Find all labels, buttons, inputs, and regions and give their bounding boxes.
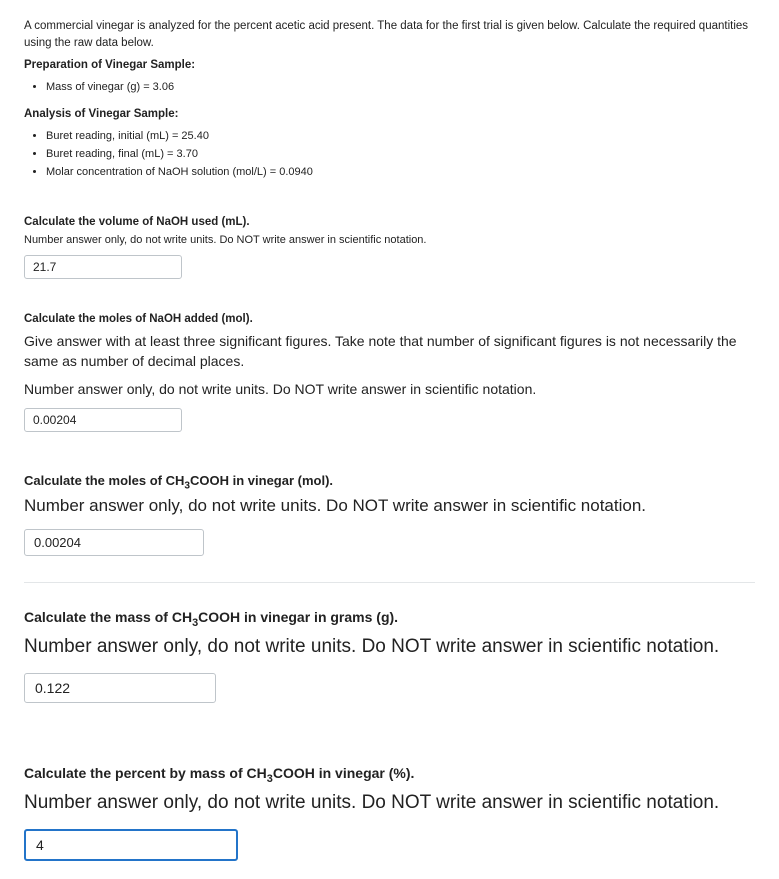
- q2-input[interactable]: [24, 408, 182, 432]
- q4-title-pre: Calculate the mass of CH: [24, 609, 192, 625]
- divider: [24, 582, 755, 583]
- q5-note: Number answer only, do not write units. …: [24, 789, 755, 817]
- analysis-heading: Analysis of Vinegar Sample:: [24, 106, 755, 123]
- q5-title: Calculate the percent by mass of CH3COOH…: [24, 763, 755, 783]
- q2-note2: Number answer only, do not write units. …: [24, 379, 755, 399]
- q3-note: Number answer only, do not write units. …: [24, 494, 755, 519]
- q2-title: Calculate the moles of NaOH added (mol).: [24, 311, 755, 328]
- q4-note: Number answer only, do not write units. …: [24, 633, 755, 661]
- list-item: Buret reading, initial (mL) = 25.40: [46, 129, 755, 145]
- q3-title: Calculate the moles of CH3COOH in vinega…: [24, 472, 755, 491]
- list-item: Molar concentration of NaOH solution (mo…: [46, 165, 755, 181]
- q5-title-pre: Calculate the percent by mass of CH: [24, 765, 267, 781]
- analysis-list: Buret reading, initial (mL) = 25.40 Bure…: [46, 129, 755, 181]
- q5-title-post: COOH in vinegar (%).: [273, 765, 415, 781]
- q3-input[interactable]: [24, 529, 204, 556]
- intro-text: A commercial vinegar is analyzed for the…: [24, 18, 755, 51]
- q5-input[interactable]: [24, 829, 238, 861]
- q4-input[interactable]: [24, 673, 216, 703]
- q1-note: Number answer only, do not write units. …: [24, 233, 755, 249]
- prep-heading: Preparation of Vinegar Sample:: [24, 57, 755, 74]
- prep-list: Mass of vinegar (g) = 3.06: [46, 80, 755, 96]
- list-item: Buret reading, final (mL) = 3.70: [46, 147, 755, 163]
- q1-input[interactable]: [24, 255, 182, 279]
- q3-title-post: COOH in vinegar (mol).: [190, 473, 333, 488]
- list-item: Mass of vinegar (g) = 3.06: [46, 80, 755, 96]
- q1-title: Calculate the volume of NaOH used (mL).: [24, 214, 755, 231]
- q4-title: Calculate the mass of CH3COOH in vinegar…: [24, 607, 755, 627]
- q2-note1: Give answer with at least three signific…: [24, 331, 755, 372]
- q3-title-pre: Calculate the moles of CH: [24, 473, 184, 488]
- q4-title-post: COOH in vinegar in grams (g).: [198, 609, 398, 625]
